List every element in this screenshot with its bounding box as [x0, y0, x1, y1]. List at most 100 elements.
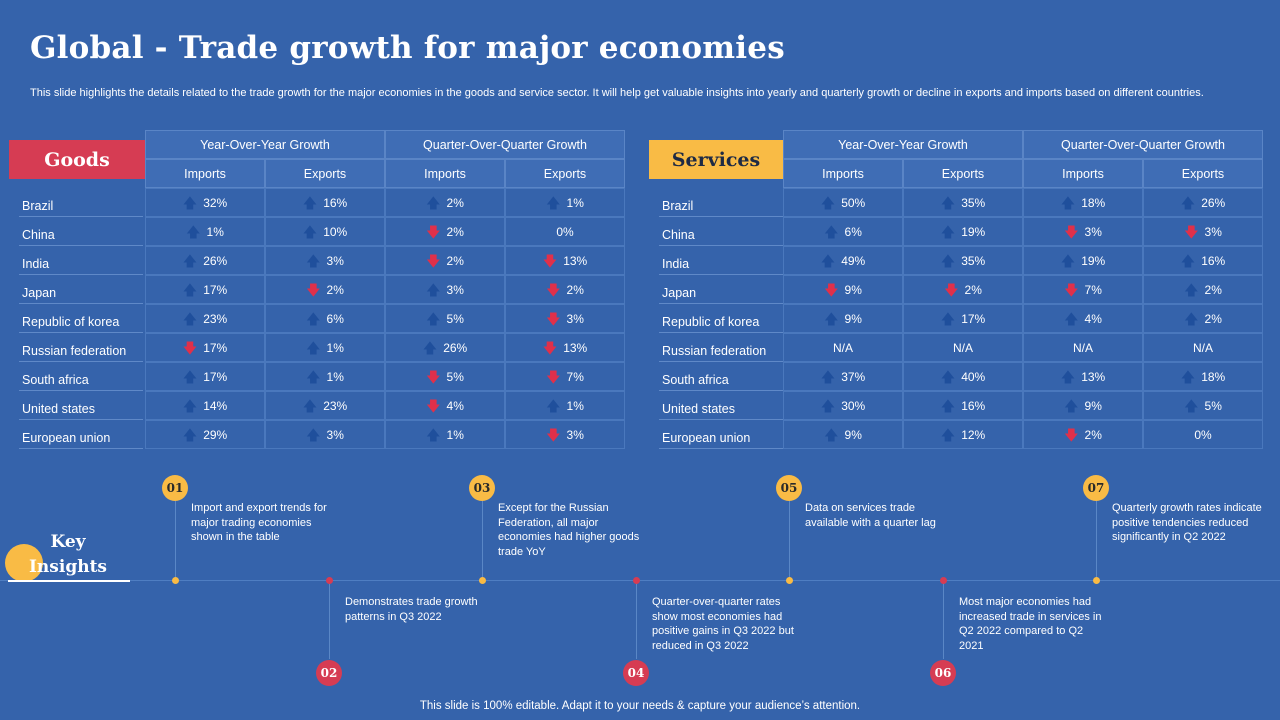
goods-country-label: Japan [19, 275, 143, 304]
goods-cell-value: 17% [203, 340, 228, 355]
goods-qoq-header: Quarter-Over-Quarter Growth [385, 130, 625, 159]
goods-table-header: Year-Over-Year Growth Quarter-Over-Quart… [145, 130, 625, 188]
arrow-up-icon: 🡅 [546, 397, 561, 414]
services-cell-value: 37% [841, 369, 866, 384]
goods-cell-yoy-exports: 🡇 2% [265, 275, 385, 304]
goods-cell-value: 16% [323, 195, 348, 210]
services-cell-qoq-imports: 🡅 9% [1023, 391, 1143, 420]
goods-country-label: India [19, 246, 143, 275]
services-cell-value: N/A [952, 340, 973, 355]
services-cell-qoq-imports: 🡅 18% [1023, 188, 1143, 217]
arrow-up-icon: 🡅 [940, 397, 956, 414]
arrow-up-icon: 🡅 [820, 397, 836, 414]
arrow-up-icon: 🡅 [186, 223, 201, 240]
services-cell-qoq-exports: 🡅 2% [1143, 304, 1263, 333]
goods-country-label: Brazil [19, 188, 143, 217]
goods-cell-value: 2% [446, 195, 464, 210]
insight-connector [482, 500, 483, 580]
goods-yoy-exports-header: Exports [265, 159, 385, 188]
services-cell-yoy-exports: 🡅 40% [903, 362, 1023, 391]
insight-connector [1096, 500, 1097, 580]
goods-cell-value: 1% [446, 427, 464, 442]
services-cell-value: 30% [841, 398, 866, 413]
services-cell-value: 2% [1084, 427, 1102, 442]
arrow-up-icon: 🡅 [1064, 397, 1079, 414]
goods-cell-value: 17% [203, 369, 228, 384]
arrow-up-icon: 🡅 [824, 223, 839, 240]
services-country-label: Republic of korea [659, 304, 783, 333]
goods-country-label: European union [19, 420, 143, 449]
arrow-up-icon: 🡅 [1180, 194, 1196, 211]
key-insights-circle [5, 544, 43, 582]
services-cell-yoy-exports: 🡅 19% [903, 217, 1023, 246]
arrow-up-icon: 🡅 [422, 339, 438, 356]
timeline-dot [172, 577, 179, 584]
arrow-down-icon: 🡇 [1064, 223, 1079, 240]
goods-cell-qoq-imports: 🡇 2% [385, 246, 505, 275]
services-cell-value: 13% [1081, 369, 1106, 384]
services-cell-value: N/A [1192, 340, 1213, 355]
services-cell-value: 19% [961, 224, 986, 239]
services-country-label: South africa [659, 362, 783, 391]
arrow-up-icon: 🡅 [426, 310, 441, 327]
goods-cell-value: 5% [446, 311, 464, 326]
goods-table-body: 🡅 32% 🡅 16% 🡅 2% 🡅 1% 🡅 1% 🡅 10% 🡇 2% 0% 🡅 26% 🡅 3% 🡇 2% 🡇 13%… [145, 188, 625, 449]
goods-cell-value: 10% [323, 224, 348, 239]
arrow-up-icon: 🡅 [940, 252, 956, 269]
goods-cell-value: 32% [203, 195, 228, 210]
goods-cell-value: 7% [566, 369, 584, 384]
goods-cell-value: 2% [566, 282, 584, 297]
services-country-label: Japan [659, 275, 783, 304]
goods-qoq-exports-header: Exports [505, 159, 625, 188]
goods-cell-value: 2% [446, 253, 464, 268]
goods-cell-value: 3% [566, 427, 584, 442]
arrow-up-icon: 🡅 [182, 426, 198, 443]
goods-cell-yoy-exports: 🡅 1% [265, 333, 385, 362]
arrow-up-icon: 🡅 [306, 426, 321, 443]
services-country-label: India [659, 246, 783, 275]
services-cell-qoq-imports: 🡇 7% [1023, 275, 1143, 304]
insight-number-badge: 07 [1083, 475, 1109, 501]
goods-cell-yoy-imports: 🡅 14% [145, 391, 265, 420]
services-country-label: Brazil [659, 188, 783, 217]
services-qoq-header: Quarter-Over-Quarter Growth [1023, 130, 1263, 159]
services-cell-qoq-exports: 🡅 5% [1143, 391, 1263, 420]
goods-label: Goods [9, 140, 145, 179]
arrow-up-icon: 🡅 [182, 194, 198, 211]
goods-cell-qoq-exports: 🡅 1% [505, 188, 625, 217]
goods-country-label: South africa [19, 362, 143, 391]
services-cell-value: 3% [1084, 224, 1102, 239]
goods-cell-qoq-imports: 🡅 2% [385, 188, 505, 217]
arrow-up-icon: 🡅 [1060, 368, 1076, 385]
goods-cell-value: 0% [556, 224, 574, 239]
goods-cell-qoq-imports: 🡇 4% [385, 391, 505, 420]
insight-connector [329, 581, 330, 659]
arrow-up-icon: 🡅 [182, 281, 198, 298]
goods-cell-value: 26% [203, 253, 228, 268]
services-country-label: United states [659, 391, 783, 420]
goods-cell-yoy-imports: 🡅 23% [145, 304, 265, 333]
services-cell-value: 6% [844, 224, 862, 239]
arrow-up-icon: 🡅 [940, 223, 956, 240]
services-cell-value: 9% [844, 282, 862, 297]
goods-cell-yoy-exports: 🡅 10% [265, 217, 385, 246]
goods-cell-value: 14% [203, 398, 228, 413]
services-cell-value: 16% [961, 398, 986, 413]
services-cell-value: 17% [961, 311, 986, 326]
arrow-up-icon: 🡅 [182, 310, 198, 327]
arrow-up-icon: 🡅 [820, 252, 836, 269]
services-cell-value: 49% [841, 253, 866, 268]
goods-cell-qoq-exports: 🡇 3% [505, 420, 625, 449]
timeline-dot [479, 577, 486, 584]
key-insights-label: Key Insights [28, 532, 107, 577]
insight-number-badge: 05 [776, 475, 802, 501]
services-cell-qoq-exports: 0% [1143, 420, 1263, 449]
goods-country-label: United states [19, 391, 143, 420]
goods-cell-yoy-imports: 🡅 32% [145, 188, 265, 217]
services-cell-value: N/A [832, 340, 853, 355]
services-cell-qoq-imports: N/A [1023, 333, 1143, 362]
goods-cell-value: 13% [563, 340, 588, 355]
goods-cell-qoq-exports: 🡇 13% [505, 333, 625, 362]
arrow-up-icon: 🡅 [824, 310, 839, 327]
services-cell-value: 9% [844, 311, 862, 326]
